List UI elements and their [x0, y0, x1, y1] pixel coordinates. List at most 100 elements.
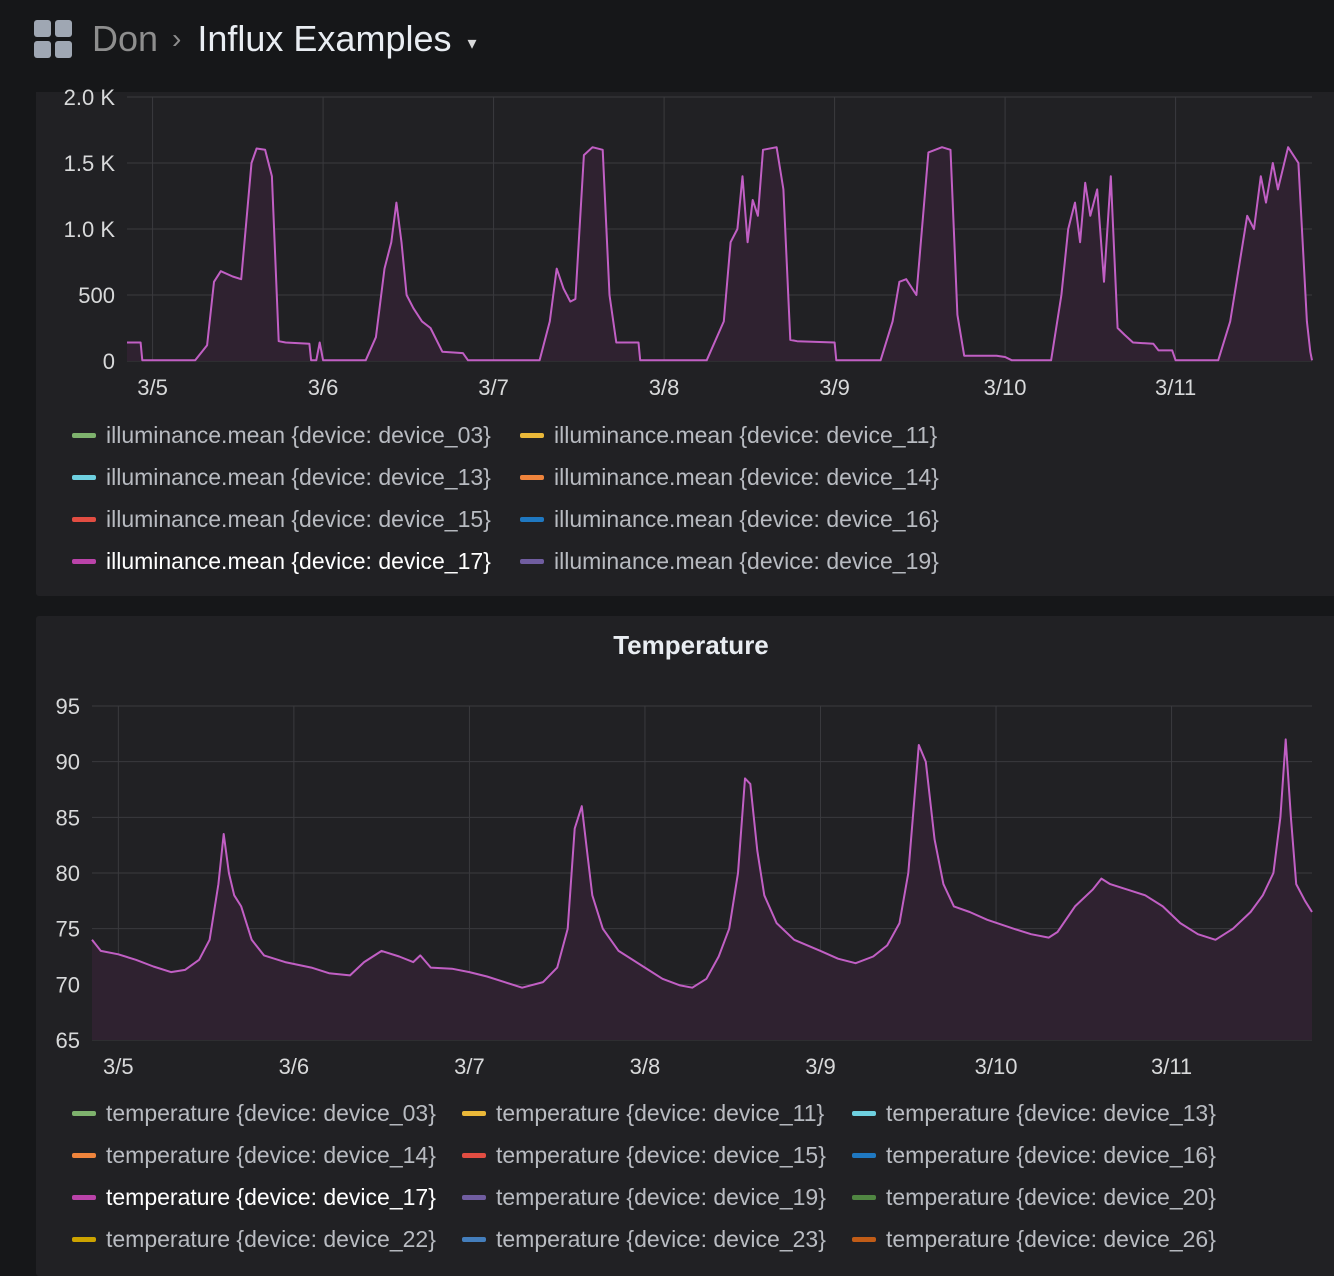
y-tick-label: 90: [56, 750, 80, 775]
breadcrumb: Don › Influx Examples ▾: [92, 16, 477, 62]
x-tick-label: 3/5: [103, 1054, 134, 1079]
legend-swatch-icon: [72, 1153, 96, 1158]
legend-item[interactable]: illuminance.mean {device: device_14}: [520, 464, 939, 491]
legend-swatch-icon: [462, 1195, 486, 1200]
y-tick-label: 95: [56, 694, 80, 719]
legend-label: temperature {device: device_16}: [886, 1142, 1216, 1168]
legend-swatch-icon: [462, 1111, 486, 1116]
series-line-device-17[interactable]: [91, 738, 1313, 989]
legend-swatch-icon: [520, 475, 544, 480]
legend-swatch-icon: [72, 1237, 96, 1242]
x-tick-label: 3/7: [454, 1054, 485, 1079]
legend-item[interactable]: illuminance.mean {device: device_13}: [72, 464, 491, 491]
legend-item[interactable]: temperature {device: device_22}: [72, 1226, 436, 1253]
y-tick-label: 80: [56, 861, 80, 886]
legend-label: temperature {device: device_23}: [496, 1226, 826, 1252]
legend-swatch-icon: [520, 433, 544, 438]
legend-item[interactable]: temperature {device: device_19}: [462, 1184, 826, 1211]
y-tick-label: 1.0 K: [64, 217, 116, 242]
legend-label: temperature {device: device_20}: [886, 1184, 1216, 1210]
legend-swatch-icon: [852, 1237, 876, 1242]
chevron-down-icon[interactable]: ▾: [467, 32, 477, 53]
x-tick-label: 3/5: [137, 375, 168, 400]
temperature-panel: Temperature 65 70 75 80 85 90 95 3/5 3/6 3/7 3/8 3/…: [36, 616, 1334, 1276]
illuminance-chart: 0 500 1.0 K 1.5 K 2.0 K 3/5 3/6 3/7 3/8 3/9 3/10 3/…: [64, 85, 1313, 400]
x-tick-label: 3/11: [1155, 375, 1196, 400]
legend-label: illuminance.mean {device: device_17}: [106, 548, 491, 574]
y-tick-label: 2.0 K: [64, 85, 116, 110]
legend-label: illuminance.mean {device: device_19}: [554, 548, 939, 574]
legend-item[interactable]: temperature {device: device_20}: [852, 1184, 1216, 1211]
x-tick-label: 3/9: [819, 375, 850, 400]
legend-item[interactable]: temperature {device: device_17}: [72, 1184, 436, 1211]
legend-item[interactable]: illuminance.mean {device: device_16}: [520, 506, 939, 533]
y-tick-label: 85: [56, 805, 80, 830]
legend-swatch-icon: [72, 1195, 96, 1200]
y-tick-label: 70: [56, 972, 80, 997]
grid-apps-icon[interactable]: [34, 20, 72, 58]
legend-swatch-icon: [72, 433, 96, 438]
x-tick-label: 3/8: [630, 1054, 661, 1079]
legend-label: illuminance.mean {device: device_16}: [554, 506, 939, 532]
legend-label: temperature {device: device_03}: [106, 1100, 436, 1126]
legend-item[interactable]: illuminance.mean {device: device_15}: [72, 506, 491, 533]
y-tick-label: 1.5 K: [64, 151, 116, 176]
legend-item[interactable]: temperature {device: device_16}: [852, 1142, 1216, 1169]
legend-item[interactable]: temperature {device: device_15}: [462, 1142, 826, 1169]
y-tick-label: 65: [56, 1028, 80, 1053]
dashboard-navbar: Don › Influx Examples ▾: [0, 0, 1334, 92]
legend-swatch-icon: [852, 1111, 876, 1116]
legend-label: illuminance.mean {device: device_03}: [106, 422, 491, 448]
legend-label: temperature {device: device_19}: [496, 1184, 826, 1210]
legend-swatch-icon: [72, 475, 96, 480]
y-tick-label: 500: [78, 283, 115, 308]
panel-title[interactable]: Temperature: [613, 630, 769, 660]
x-tick-label: 3/9: [805, 1054, 836, 1079]
legend-label: illuminance.mean {device: device_14}: [554, 464, 939, 490]
breadcrumb-folder[interactable]: Don: [92, 18, 159, 59]
legend-item[interactable]: temperature {device: device_03}: [72, 1100, 436, 1127]
legend-item[interactable]: temperature {device: device_11}: [462, 1100, 824, 1127]
legend-label: temperature {device: device_17}: [106, 1184, 436, 1210]
legend-item[interactable]: illuminance.mean {device: device_11}: [520, 422, 937, 449]
y-tick-label: 75: [56, 917, 80, 942]
legend-swatch-icon: [462, 1237, 486, 1242]
series-line-device-17[interactable]: [127, 146, 1313, 362]
legend-item[interactable]: illuminance.mean {device: device_03}: [72, 422, 491, 449]
legend-label: temperature {device: device_26}: [886, 1226, 1216, 1252]
legend-label: illuminance.mean {device: device_11}: [554, 422, 938, 448]
x-tick-label: 3/7: [478, 375, 509, 400]
x-tick-label: 3/11: [1151, 1054, 1192, 1079]
legend-swatch-icon: [72, 517, 96, 522]
temperature-chart: 65 70 75 80 85 90 95 3/5 3/6 3/7 3/8 3/9 3/10 3/11: [56, 694, 1313, 1079]
legend-swatch-icon: [72, 559, 96, 564]
legend-item[interactable]: illuminance.mean {device: device_19}: [520, 548, 939, 575]
legend-label: illuminance.mean {device: device_13}: [106, 464, 491, 490]
legend-swatch-icon: [520, 559, 544, 564]
chevron-right-icon: ›: [172, 23, 182, 54]
legend-item[interactable]: temperature {device: device_14}: [72, 1142, 436, 1169]
legend-swatch-icon: [852, 1153, 876, 1158]
legend-item[interactable]: temperature {device: device_26}: [852, 1226, 1216, 1253]
legend-label: illuminance.mean {device: device_15}: [106, 506, 491, 532]
legend-item[interactable]: temperature {device: device_23}: [462, 1226, 826, 1253]
series-area-fill: [92, 739, 1312, 1040]
x-tick-label: 3/8: [649, 375, 680, 400]
legend-swatch-icon: [520, 517, 544, 522]
legend-item[interactable]: illuminance.mean {device: device_17}: [72, 548, 491, 575]
x-tick-label: 3/6: [279, 1054, 310, 1079]
illuminance-panel: 0 500 1.0 K 1.5 K 2.0 K 3/5 3/6 3/7 3/8 3/9 3/10 3/…: [36, 85, 1334, 596]
x-tick-label: 3/6: [308, 375, 339, 400]
legend-label: temperature {device: device_15}: [496, 1142, 826, 1168]
legend-label: temperature {device: device_11}: [496, 1100, 825, 1126]
legend-label: temperature {device: device_13}: [886, 1100, 1216, 1126]
y-tick-label: 0: [103, 349, 115, 374]
legend-item[interactable]: temperature {device: device_13}: [852, 1100, 1216, 1127]
legend-label: temperature {device: device_22}: [106, 1226, 436, 1252]
legend-swatch-icon: [462, 1153, 486, 1158]
legend-swatch-icon: [72, 1111, 96, 1116]
legend-label: temperature {device: device_14}: [106, 1142, 436, 1168]
x-tick-label: 3/10: [984, 375, 1027, 400]
dashboard-title[interactable]: Influx Examples: [197, 18, 452, 59]
legend-swatch-icon: [852, 1195, 876, 1200]
